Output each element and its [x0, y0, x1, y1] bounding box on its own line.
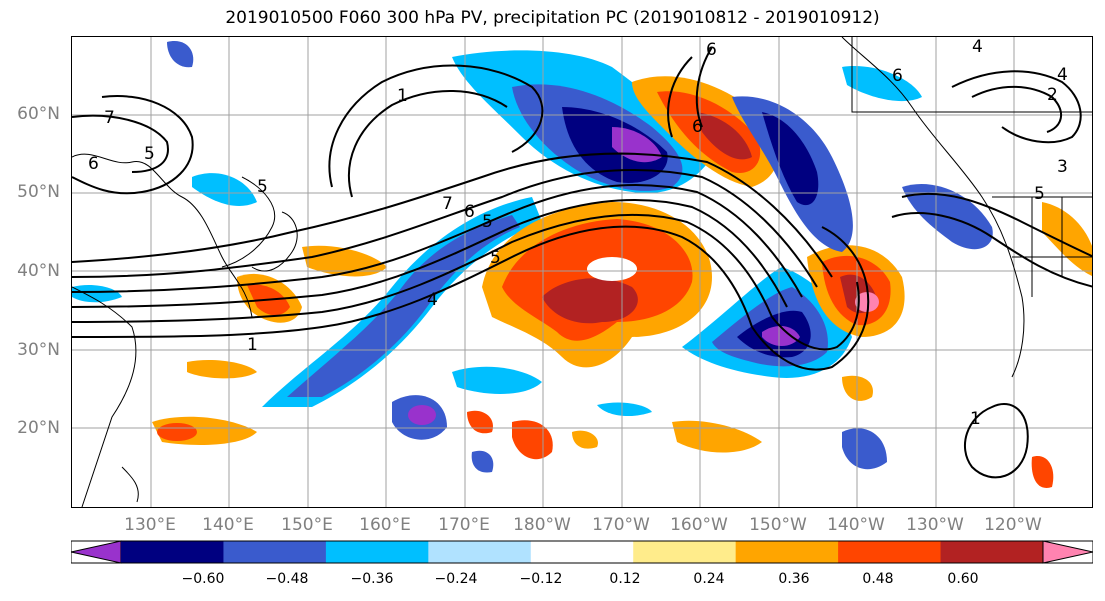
neg-alaska: [842, 66, 922, 102]
colorbar-tick: −0.24: [434, 571, 478, 587]
colorbar-segment: [838, 541, 942, 563]
lat-label-50n: 50°N: [17, 182, 60, 202]
neg-northwest: [167, 41, 194, 68]
colorbar-segment: [325, 541, 429, 563]
map-panel: 7 6 5 6 5 7 1 6 6 5 4 5 1 6 4 2 3 5 1 4: [71, 36, 1093, 508]
colorbar-tick: −0.48: [265, 571, 309, 587]
neg-low-peak: [762, 325, 800, 346]
colorbar-segment: [735, 541, 839, 563]
colorbar-tick: 0.12: [609, 571, 641, 587]
lat-label-40n: 40°N: [17, 261, 60, 281]
contour-label: 4: [972, 37, 983, 57]
contour-label: 5: [257, 177, 268, 197]
contour-label: 6: [464, 202, 475, 222]
pv-contours: [72, 46, 1092, 479]
neg-west-1: [192, 173, 257, 207]
contour-label: 5: [482, 212, 493, 232]
colorbar-tick: 0.60: [947, 571, 979, 587]
contour-label: 7: [104, 108, 115, 128]
lon-label-160e: 160°E: [359, 515, 411, 535]
lon-label-120w: 120°W: [984, 515, 1042, 535]
coastlines: [72, 37, 1092, 507]
colorbar-segment: [121, 541, 224, 563]
colorbar-segment: [633, 541, 737, 563]
colorbar-segment: [940, 541, 1044, 563]
contour-label: 6: [88, 154, 99, 174]
lon-label-150w: 150°W: [749, 515, 807, 535]
contour-label: 7: [442, 194, 453, 214]
lon-label-170e: 170°E: [438, 515, 490, 535]
pos-south-2: [187, 360, 257, 379]
contour-label: 6: [892, 66, 903, 86]
graticule: [72, 37, 1092, 507]
contour-label: 1: [397, 86, 408, 106]
pos-korea: [302, 245, 387, 277]
contour-label: 6: [706, 40, 717, 60]
neg-south-5: [471, 450, 494, 473]
pos-central-hole: [587, 257, 637, 281]
map-title: 2019010500 F060 300 hPa PV, precipitatio…: [225, 8, 880, 28]
colorbar-extend-low: [71, 540, 122, 564]
neg-south-2: [452, 366, 542, 394]
neg-west-2: [72, 285, 122, 303]
contour-label: 4: [427, 290, 438, 310]
colorbar-extend-high: [1042, 540, 1093, 564]
neg-south-1-core: [408, 405, 436, 425]
contour-label: 4: [1057, 65, 1068, 85]
colorbar-tick: 0.36: [778, 571, 810, 587]
pos-east-peak: [855, 292, 879, 312]
contour-label: 1: [970, 409, 981, 429]
colorbar-tick: 0.48: [862, 571, 894, 587]
pos-ne-core: [697, 112, 752, 160]
contour-label: 5: [144, 144, 155, 164]
contour-label: 6: [692, 117, 703, 137]
neg-south-4: [597, 402, 652, 417]
contour-label: 2: [1047, 85, 1058, 105]
lon-label-130w: 130°W: [906, 515, 964, 535]
colorbar-segment: [428, 541, 532, 563]
lon-label-180w: 180°W: [513, 515, 571, 535]
pos-south-7: [1031, 456, 1054, 488]
pos-south-8: [572, 430, 598, 449]
lat-label-30n: 30°N: [17, 340, 60, 360]
contour-label: 5: [490, 248, 501, 268]
contour-label: 3: [1057, 157, 1068, 177]
pos-south-5: [672, 420, 762, 453]
colorbar-tick: −0.12: [519, 571, 563, 587]
lat-label-60n: 60°N: [17, 104, 60, 124]
lat-label-20n: 20°N: [17, 418, 60, 438]
neg-strip-core: [762, 112, 819, 206]
pos-south-3: [512, 420, 553, 460]
neg-south-3: [842, 428, 887, 470]
colorbar-segment: [223, 541, 327, 563]
map-canvas: 7 6 5 6 5 7 1 6 6 5 4 5 1 6 4 2 3 5 1 4: [72, 37, 1092, 507]
colorbar-segment: [530, 541, 634, 563]
colorbar-tick: −0.36: [350, 571, 394, 587]
lon-label-140e: 140°E: [202, 515, 254, 535]
contour-labels: 7 6 5 6 5 7 1 6 6 5 4 5 1 6 4 2 3 5 1 4: [88, 37, 1068, 429]
lon-label-170w: 170°W: [592, 515, 650, 535]
pos-south-4: [467, 410, 493, 434]
contour-label: 1: [247, 335, 258, 355]
colorbar-tick: −0.60: [181, 571, 225, 587]
pos-central-core: [542, 278, 638, 324]
colorbar-tick: 0.24: [693, 571, 725, 587]
pos-south-1-core: [157, 423, 197, 441]
lon-label-160w: 160°W: [670, 515, 728, 535]
precipitation-shading: [72, 41, 1092, 488]
contour-label: 5: [1034, 184, 1045, 204]
lon-label-150e: 150°E: [281, 515, 333, 535]
lon-label-130e: 130°E: [124, 515, 176, 535]
lon-label-140w: 140°W: [827, 515, 885, 535]
colorbar: [71, 540, 1093, 564]
pos-nw-us: [1042, 202, 1092, 276]
colorbar-outline: [71, 540, 1093, 564]
